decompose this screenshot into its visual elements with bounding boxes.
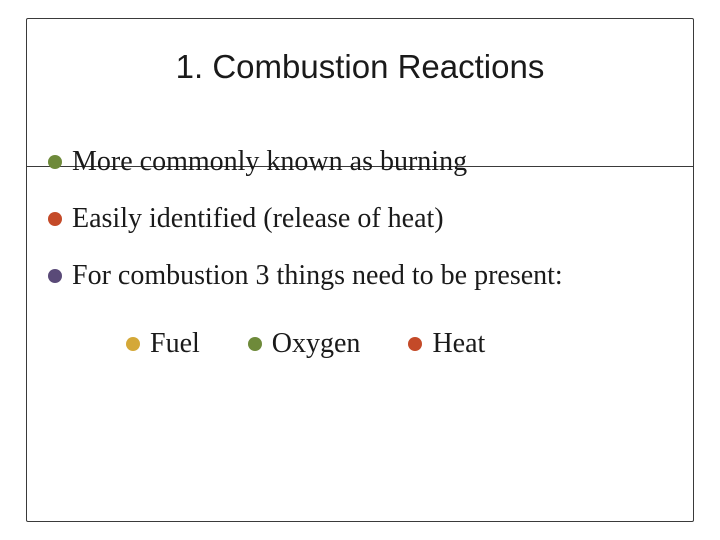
bullet-icon	[48, 269, 62, 283]
sub-bullet-text: Heat	[432, 328, 485, 360]
sub-bullet-text: Fuel	[150, 328, 200, 360]
sub-bullet-item: Fuel	[126, 328, 200, 360]
slide-content: More commonly known as burning Easily id…	[48, 142, 672, 360]
sub-bullet-item: Heat	[408, 328, 485, 360]
bullet-item: For combustion 3 things need to be prese…	[48, 256, 672, 295]
bullet-icon	[408, 337, 422, 351]
slide: 1. Combustion Reactions More commonly kn…	[0, 0, 720, 540]
bullet-icon	[126, 337, 140, 351]
sub-bullet-item: Oxygen	[248, 328, 361, 360]
slide-title: 1. Combustion Reactions	[0, 48, 720, 86]
bullet-icon	[48, 212, 62, 226]
bullet-text: For combustion 3 things need to be prese…	[72, 256, 563, 295]
sub-bullet-text: Oxygen	[272, 328, 361, 360]
bullet-item: More commonly known as burning	[48, 142, 672, 181]
bullet-icon	[48, 155, 62, 169]
bullet-item: Easily identified (release of heat)	[48, 199, 672, 238]
bullet-text: Easily identified (release of heat)	[72, 199, 444, 238]
bullet-text: More commonly known as burning	[72, 142, 467, 181]
bullet-icon	[248, 337, 262, 351]
sub-bullet-row: Fuel Oxygen Heat	[48, 328, 672, 360]
